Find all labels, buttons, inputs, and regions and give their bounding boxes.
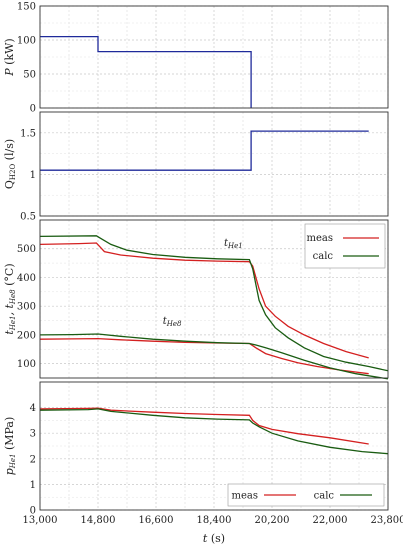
y-tick-label: 1 [30, 170, 36, 181]
axes-frame [39, 111, 389, 217]
panel-1: 0 50 100 150 P (kW) [3, 2, 389, 115]
x-axis-label: t (s) [203, 532, 225, 545]
series-line-meas-0 [39, 407, 369, 445]
legend-label-meas: meas [232, 491, 259, 502]
legend-box [304, 223, 386, 269]
x-tick-label: 23,800 [371, 515, 403, 526]
legend-label-calc: calc [314, 491, 335, 502]
axes-frame [39, 219, 389, 379]
y-tick-label: 0 [30, 104, 36, 115]
x-tick-label: 14,800 [81, 515, 116, 526]
x-tick-label: 22,000 [313, 515, 348, 526]
y-tick-label: 100 [17, 36, 36, 47]
y-tick-label: 400 [17, 273, 36, 284]
panel-4: 0 1 2 3 4 pHe1 (MPa) meas calc 13,000 14,800 16,60… [3, 381, 403, 545]
annotation-label: tHe1 [224, 238, 243, 250]
axes-frame [39, 381, 389, 511]
y-axis-label: pHe1 (MPa) [3, 417, 17, 476]
legend-label-meas: meas [307, 233, 334, 244]
series-line-calc-1 [39, 408, 389, 455]
y-tick-label: 0.5 [20, 212, 36, 223]
x-tick-label: 18,400 [197, 515, 232, 526]
series-line-0 [40, 35, 252, 108]
y-tick-label: 200 [17, 330, 36, 341]
y-tick-label: 100 [17, 359, 36, 370]
y-tick-label: 0 [30, 506, 36, 517]
y-tick-label: 4 [30, 403, 36, 414]
y-tick-label: 300 [17, 302, 36, 313]
series-line-meas-0 [39, 242, 369, 359]
y-tick-label: 2 [30, 454, 36, 465]
y-axis-label: P (kW) [3, 38, 16, 76]
series-line-3 [39, 333, 389, 380]
y-tick-label: 1.5 [20, 128, 36, 139]
y-axis-label: QH2O (l/s) [3, 139, 17, 189]
x-tick-label: 20,200 [255, 515, 290, 526]
x-tick-label: 16,600 [139, 515, 174, 526]
y-tick-label: 1 [30, 480, 36, 491]
y-tick-label: 50 [23, 70, 36, 81]
annotation-label: tHe8 [163, 316, 182, 328]
axes-frame [39, 5, 389, 109]
y-tick-label: 3 [30, 429, 36, 440]
series-line-calc-1 [39, 235, 389, 372]
legend-label-calc: calc [313, 251, 334, 262]
x-tick-label: 13,000 [23, 515, 58, 526]
y-tick-label: 150 [17, 2, 36, 13]
y-tick-label: 500 [17, 244, 36, 255]
y-axis-label: tHe1, tHe8 (°C) [3, 263, 17, 334]
series-line-0 [40, 130, 369, 171]
legend-box [227, 483, 385, 507]
